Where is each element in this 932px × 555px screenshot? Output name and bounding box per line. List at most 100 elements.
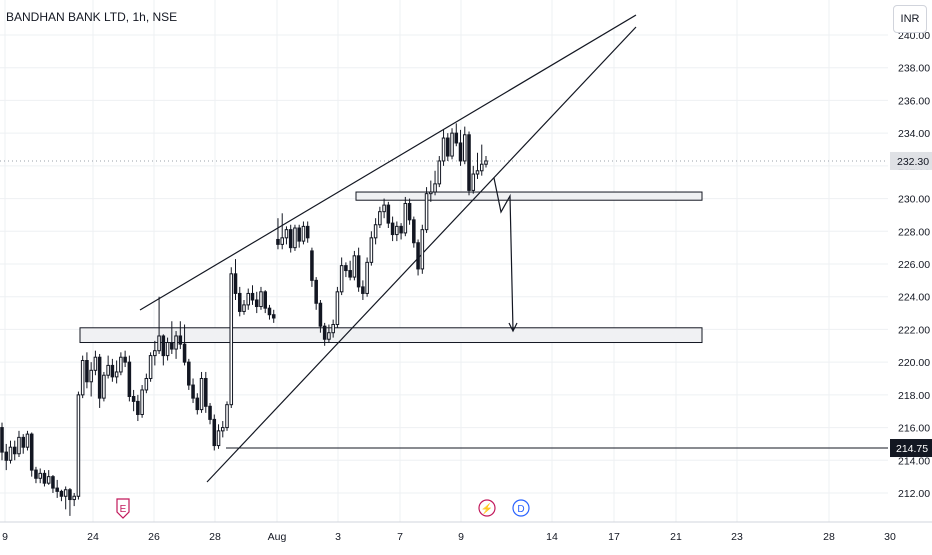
- candle-body: [433, 183, 437, 193]
- price-tick-label: 228.00: [898, 226, 930, 238]
- price-tick-label: 226.00: [898, 259, 930, 271]
- candle-body: [182, 343, 187, 363]
- candle-body: [195, 397, 200, 411]
- candle-body: [17, 436, 21, 455]
- candle-body: [462, 134, 467, 162]
- candle-body: [254, 299, 259, 308]
- price-tick-label: 214.00: [898, 455, 930, 467]
- event-marker-label: D: [517, 504, 524, 515]
- candles: [0, 123, 488, 516]
- candle-body: [85, 360, 89, 383]
- candle-body: [140, 389, 144, 415]
- candle-body: [454, 132, 459, 144]
- candle-body: [212, 418, 217, 447]
- candle-body: [403, 202, 408, 234]
- price-tick-label: 212.00: [898, 488, 930, 500]
- price-tick-label: 236.00: [898, 95, 930, 107]
- candle-body: [21, 436, 26, 448]
- candle-body: [450, 132, 454, 157]
- candle-body: [386, 204, 391, 224]
- candle-body: [204, 378, 208, 407]
- candle-body: [348, 270, 352, 278]
- candle-body: [187, 361, 191, 386]
- upper-trendline: [139, 14, 637, 311]
- candle-body: [322, 325, 327, 340]
- level-price-label: 214.75: [896, 443, 928, 455]
- candle-body: [225, 404, 229, 429]
- candle-body: [271, 314, 276, 319]
- candle-body: [250, 292, 255, 301]
- candle-body: [199, 378, 204, 411]
- candle-body: [123, 356, 127, 363]
- candle-body: [242, 304, 246, 312]
- candle-body: [314, 279, 318, 304]
- candle-body: [4, 451, 9, 461]
- candle-body: [68, 489, 72, 501]
- time-tick-label: 26: [148, 531, 160, 543]
- time-tick-label: 21: [670, 531, 682, 543]
- candle-body: [144, 378, 149, 391]
- price-axis[interactable]: 212.00 214.00 216.00 218.00 220.00 222.00 224.…: [888, 0, 932, 550]
- candle-body: [407, 202, 412, 221]
- price-tick-label: 240.00: [898, 30, 930, 42]
- candle-body: [305, 225, 310, 239]
- earnings-marker-shape: [116, 498, 130, 519]
- level-price-badge[interactable]: [890, 439, 932, 458]
- candle-body: [110, 364, 115, 378]
- time-tick-label: 23: [731, 531, 743, 543]
- candle-body: [373, 224, 378, 239]
- earnings-marker[interactable]: E: [116, 498, 130, 519]
- time-axis[interactable]: 9 24 26 28 Aug 3 7 9 14 17 21 23 28 30: [0, 521, 932, 543]
- event-markers[interactable]: E ⚡ D: [116, 498, 530, 519]
- price-tick-label: 230.00: [898, 194, 930, 206]
- candle-body: [378, 211, 382, 226]
- candle-body: [153, 350, 157, 357]
- candle-body: [106, 364, 110, 376]
- candle-body: [148, 355, 153, 380]
- candle-body: [259, 291, 263, 308]
- candle-body: [276, 238, 280, 245]
- candle-body: [174, 335, 178, 350]
- candle-body: [484, 160, 488, 165]
- symbol-title: BANDHAN BANK LTD, 1h, NSE: [6, 10, 178, 24]
- price-tick-label: 216.00: [898, 423, 930, 435]
- candle-body: [467, 134, 471, 191]
- candle-body: [38, 472, 42, 479]
- price-tick-label: 222.00: [898, 324, 930, 336]
- candle-body: [136, 400, 140, 415]
- candle-body: [352, 255, 357, 278]
- candle-body: [191, 384, 195, 399]
- time-tick-label: 9: [458, 531, 464, 543]
- time-tick-label: 24: [87, 531, 99, 543]
- candle-body: [34, 469, 38, 479]
- candle-body: [429, 191, 433, 195]
- candle-body: [288, 229, 293, 249]
- candle-body: [46, 476, 51, 484]
- last-price-badge[interactable]: [890, 151, 932, 170]
- candle-body: [280, 237, 284, 245]
- candle-body: [437, 160, 442, 185]
- marker-circle: [478, 499, 496, 517]
- lightning-marker[interactable]: ⚡: [478, 499, 496, 517]
- candle-body: [471, 173, 476, 191]
- candle-body: [331, 324, 335, 334]
- dividend-marker[interactable]: D: [512, 499, 530, 517]
- candle-body: [0, 427, 4, 453]
- candle-body: [29, 433, 34, 471]
- candle-body: [356, 255, 361, 288]
- candle-body: [127, 361, 132, 397]
- candle-body: [416, 242, 420, 270]
- candle-body: [131, 395, 136, 402]
- trend-drawings: [0, 14, 888, 483]
- event-marker-label: ⚡: [481, 502, 493, 515]
- price-axis-panel: [888, 0, 932, 550]
- candle-body: [12, 446, 17, 455]
- candle-body: [446, 137, 450, 157]
- candle-body: [390, 222, 395, 236]
- candle-body: [310, 250, 314, 281]
- candle-body: [93, 356, 98, 371]
- currency-button[interactable]: INR: [893, 5, 927, 33]
- marker-circle: [512, 499, 530, 517]
